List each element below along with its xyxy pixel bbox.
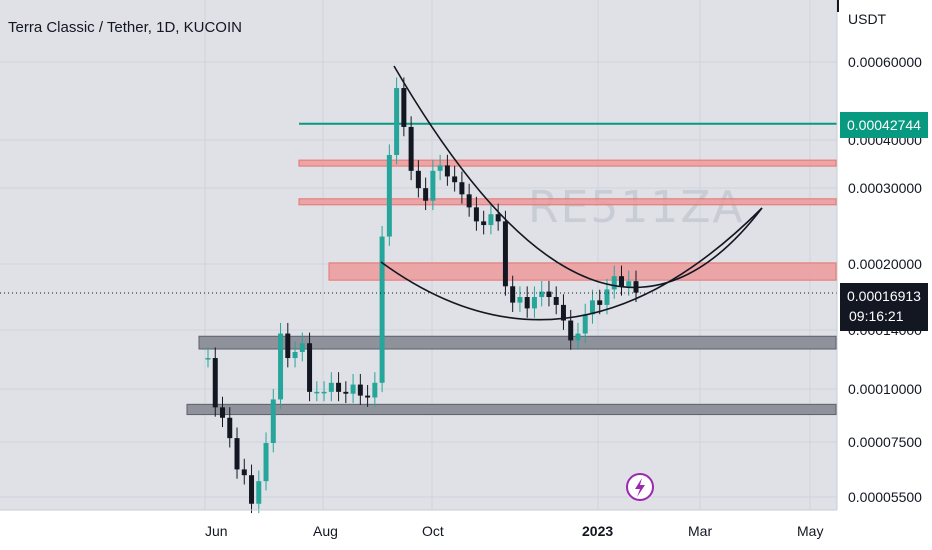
candle-body xyxy=(357,384,363,396)
price-tick-label: 0.00005500 xyxy=(848,489,922,505)
candle-body xyxy=(524,297,530,309)
candle-body xyxy=(234,438,240,470)
resistance-zone[interactable] xyxy=(328,262,837,281)
candle-body xyxy=(517,297,523,303)
time-tick-label: Aug xyxy=(313,523,338,539)
candle-body xyxy=(618,276,624,287)
candle-body xyxy=(299,343,305,352)
price-tick-label: 0.00010000 xyxy=(848,381,922,397)
candle-body xyxy=(531,297,537,309)
candle-body xyxy=(292,351,298,359)
candle-body xyxy=(256,481,262,504)
candle-body xyxy=(466,194,472,208)
last-price-badge: 0.00016913 09:16:21 xyxy=(840,283,928,331)
resistance-zone[interactable] xyxy=(298,198,837,206)
candle-body xyxy=(597,300,603,305)
candle-body xyxy=(394,88,400,155)
candle-body xyxy=(278,333,284,400)
price-tick-label: 0.00060000 xyxy=(848,54,922,70)
candle-body xyxy=(372,382,378,398)
candle-body xyxy=(459,182,465,195)
candle-body xyxy=(568,320,574,341)
candle-body xyxy=(212,358,218,408)
candle-body xyxy=(336,382,342,392)
time-tick-label: May xyxy=(797,523,823,539)
candle-body xyxy=(263,442,269,482)
time-tick-label: Oct xyxy=(422,523,444,539)
candle-body xyxy=(408,126,414,171)
time-tick-label: Jun xyxy=(205,523,228,539)
candle-body xyxy=(626,281,632,287)
candle-body xyxy=(604,289,610,305)
candle-body xyxy=(589,300,595,315)
candle-body xyxy=(582,314,588,334)
candle-body xyxy=(495,214,501,222)
candle-body xyxy=(227,417,233,439)
plot-area[interactable] xyxy=(0,0,837,510)
candle-body xyxy=(488,214,494,226)
candle-body xyxy=(452,176,458,183)
chart-title: Terra Classic / Tether, 1D, KUCOIN xyxy=(8,19,242,36)
candle-body xyxy=(415,170,421,189)
candle-body xyxy=(270,399,276,443)
candle-body xyxy=(539,291,545,298)
candle-body xyxy=(328,382,334,392)
resistance-price-badge: 0.00042744 xyxy=(840,112,928,138)
price-tick-label: 0.00020000 xyxy=(848,256,922,272)
candle-body xyxy=(321,391,327,394)
last-price-label: 0.00016913 xyxy=(847,288,921,304)
price-tick-label: 0.00030000 xyxy=(848,180,922,196)
candle-body xyxy=(220,407,226,418)
candle-body xyxy=(430,170,436,201)
candle-body xyxy=(481,221,487,226)
support-zone[interactable] xyxy=(198,335,837,350)
candle-body xyxy=(205,358,211,360)
watermark: RE511ZA xyxy=(528,182,745,233)
candle-body xyxy=(473,207,479,222)
price-tick-label: 0.00007500 xyxy=(848,434,922,450)
time-axis-panel[interactable] xyxy=(0,510,837,550)
lightning-icon[interactable] xyxy=(626,473,654,501)
time-tick-label: 2023 xyxy=(582,523,613,539)
candle-body xyxy=(314,391,320,394)
candle-body xyxy=(444,165,450,177)
time-axis-ticks: Jun Aug Oct 2023 Mar May xyxy=(205,523,823,539)
candle-body xyxy=(401,88,407,127)
candle-body xyxy=(437,165,443,171)
candle-body xyxy=(553,297,559,305)
candle-body xyxy=(285,333,291,359)
candle-body xyxy=(379,236,385,383)
candle-body xyxy=(560,304,566,321)
candle-body xyxy=(241,469,247,476)
candle-body xyxy=(350,384,356,394)
support-zone[interactable] xyxy=(186,403,837,416)
candle-body xyxy=(510,286,516,303)
countdown-label: 09:16:21 xyxy=(849,308,904,324)
price-axis-panel[interactable] xyxy=(837,0,932,510)
candles xyxy=(205,77,639,514)
candle-body xyxy=(575,333,581,341)
currency-label: USDT xyxy=(848,11,887,27)
candle-body xyxy=(343,391,349,394)
cup-curve-upper[interactable] xyxy=(393,65,763,289)
resistance-zone[interactable] xyxy=(298,159,837,167)
resistance-price-label: 0.00042744 xyxy=(847,117,921,133)
time-tick-label: Mar xyxy=(688,523,712,539)
candle-body xyxy=(249,475,255,504)
candle-body xyxy=(611,276,617,290)
candle-body xyxy=(307,343,313,392)
support-resistance-zones xyxy=(186,122,837,416)
candle-body xyxy=(365,395,371,398)
candle-body xyxy=(502,221,508,287)
candle-body xyxy=(423,188,429,201)
candle-body xyxy=(546,291,552,298)
candle-body xyxy=(386,154,392,237)
